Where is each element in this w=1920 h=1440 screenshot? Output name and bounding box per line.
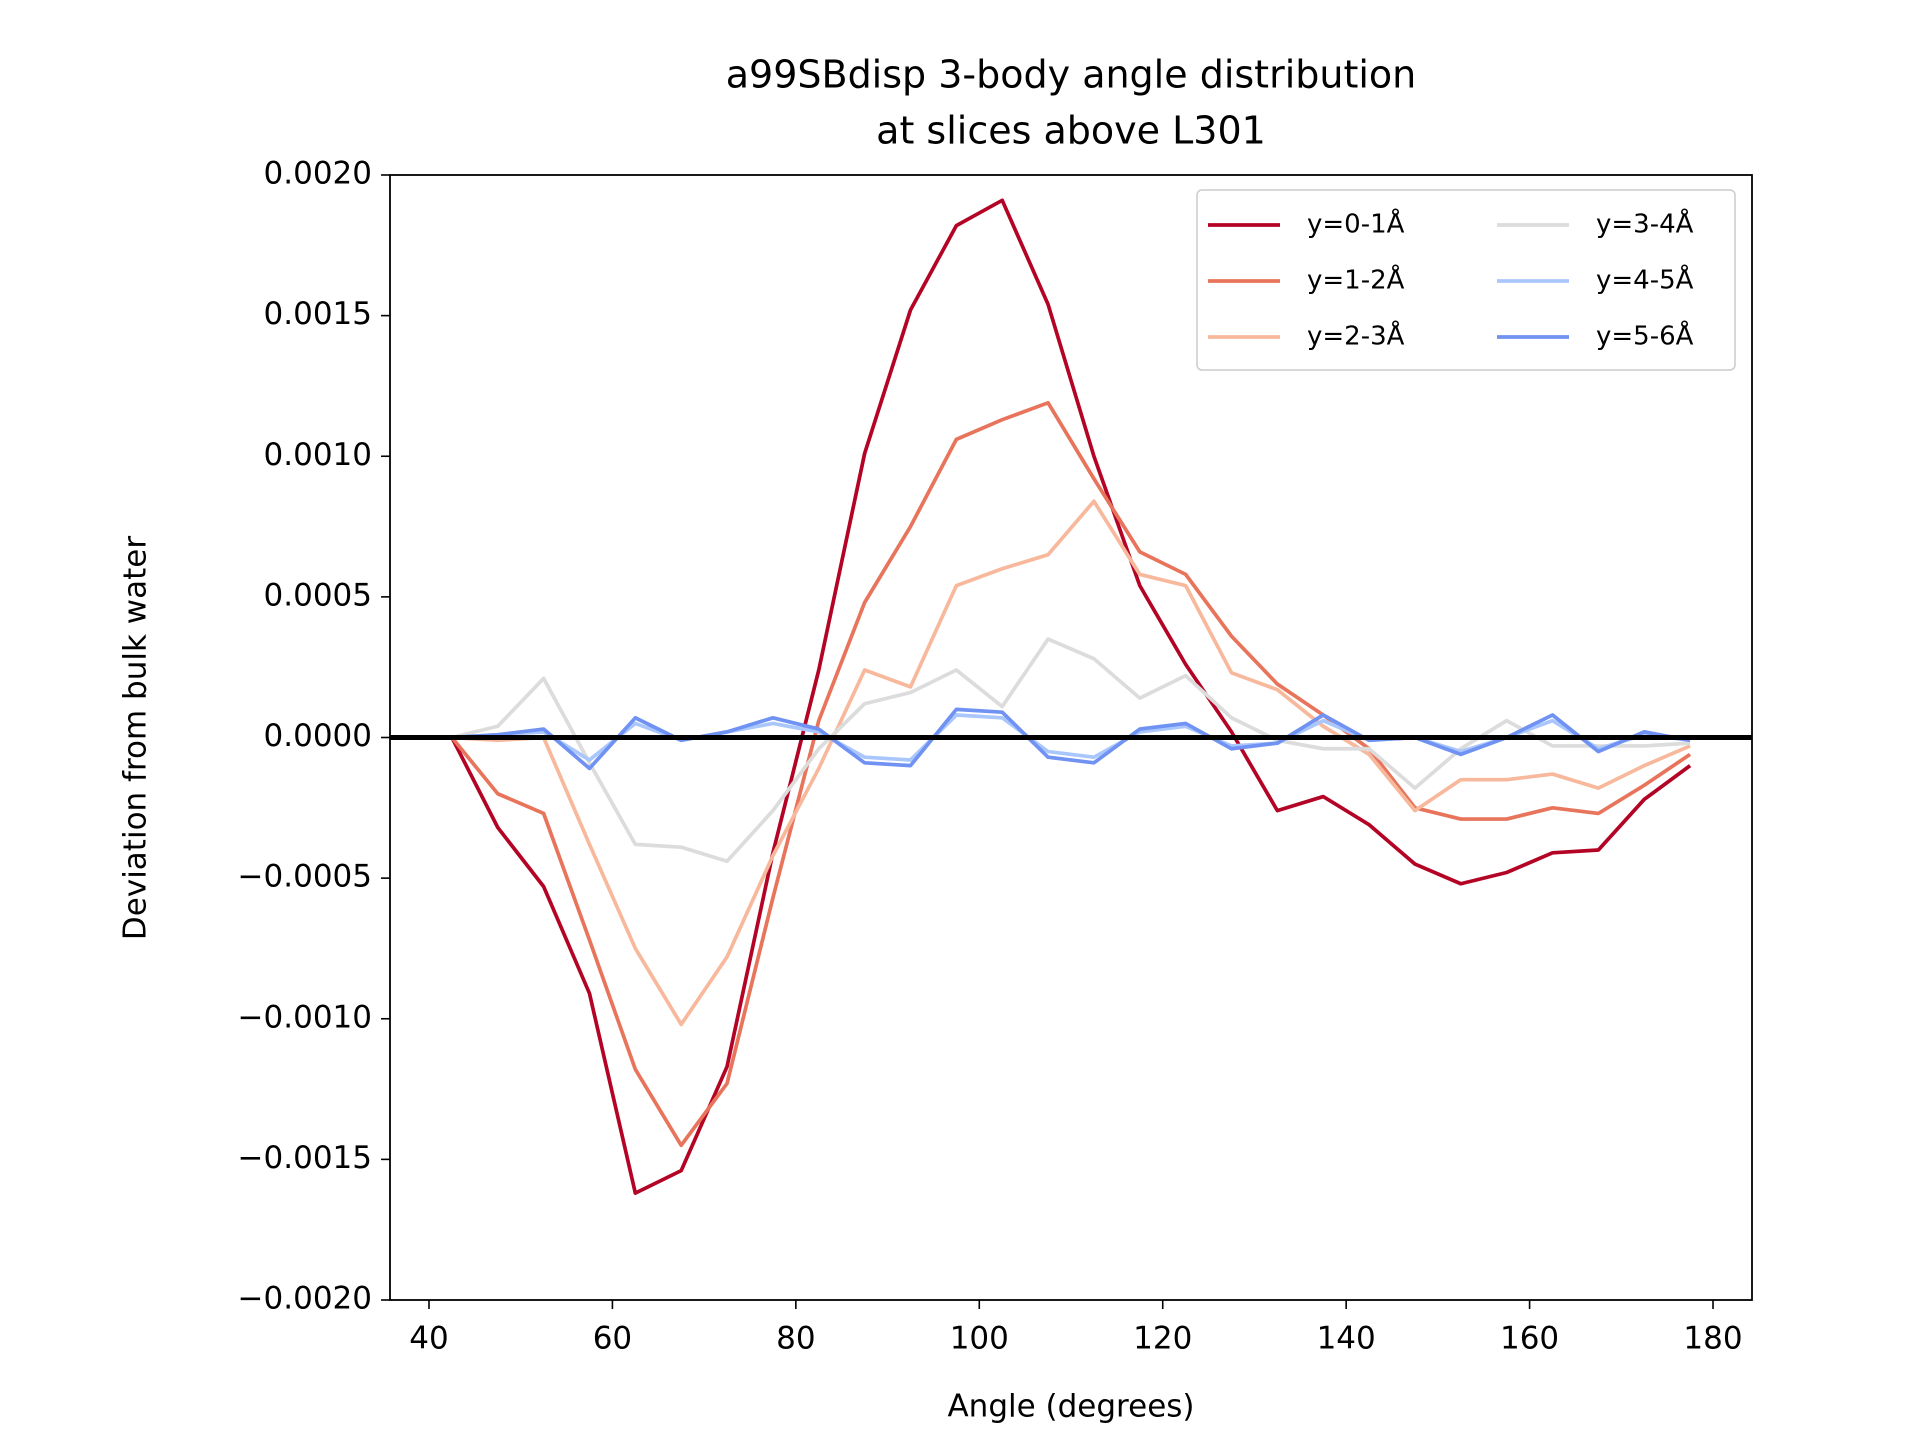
x-tick-label: 80 [776,1321,815,1357]
legend-label: y=5-6Å [1596,320,1694,352]
legend-label: y=4-5Å [1596,264,1694,296]
x-tick-label: 140 [1317,1321,1376,1357]
series-line [451,637,1691,864]
series-line [451,499,1691,1027]
x-tick-label: 60 [593,1321,632,1357]
series-line [450,198,1692,1195]
chart-title: at slices above L301 [876,109,1266,153]
x-tick-label: 180 [1683,1321,1742,1357]
y-tick-label: −0.0015 [238,1140,372,1176]
y-tick-label: −0.0005 [238,859,372,895]
legend-label: y=3-4Å [1596,208,1694,240]
y-tick-label: −0.0010 [238,999,372,1035]
legend-label: y=2-3Å [1307,320,1405,352]
legend-label: y=0-1Å [1307,208,1405,240]
legend-label: y=1-2Å [1307,264,1405,296]
legend-box [1196,189,1736,371]
series-line [451,707,1691,771]
y-tick-label: 0.0015 [264,296,372,332]
y-tick-label: 0.0005 [264,577,372,613]
y-tick-label: 0.0010 [264,437,372,473]
y-tick-label: −0.0020 [238,1281,372,1317]
x-tick-label: 100 [950,1321,1009,1357]
y-axis-label: Deviation from bulk water [118,536,154,940]
plot-frame [389,174,1753,1301]
y-tick-label: 0.0000 [264,718,372,754]
series-line [450,400,1692,1148]
chart-title: a99SBdisp 3-body angle distribution [726,53,1417,97]
x-tick-label: 160 [1500,1321,1559,1357]
x-tick-label: 40 [409,1321,448,1357]
x-tick-label: 120 [1133,1321,1192,1357]
y-tick-label: 0.0020 [264,156,372,192]
x-axis-label: Angle (degrees) [947,1389,1194,1425]
